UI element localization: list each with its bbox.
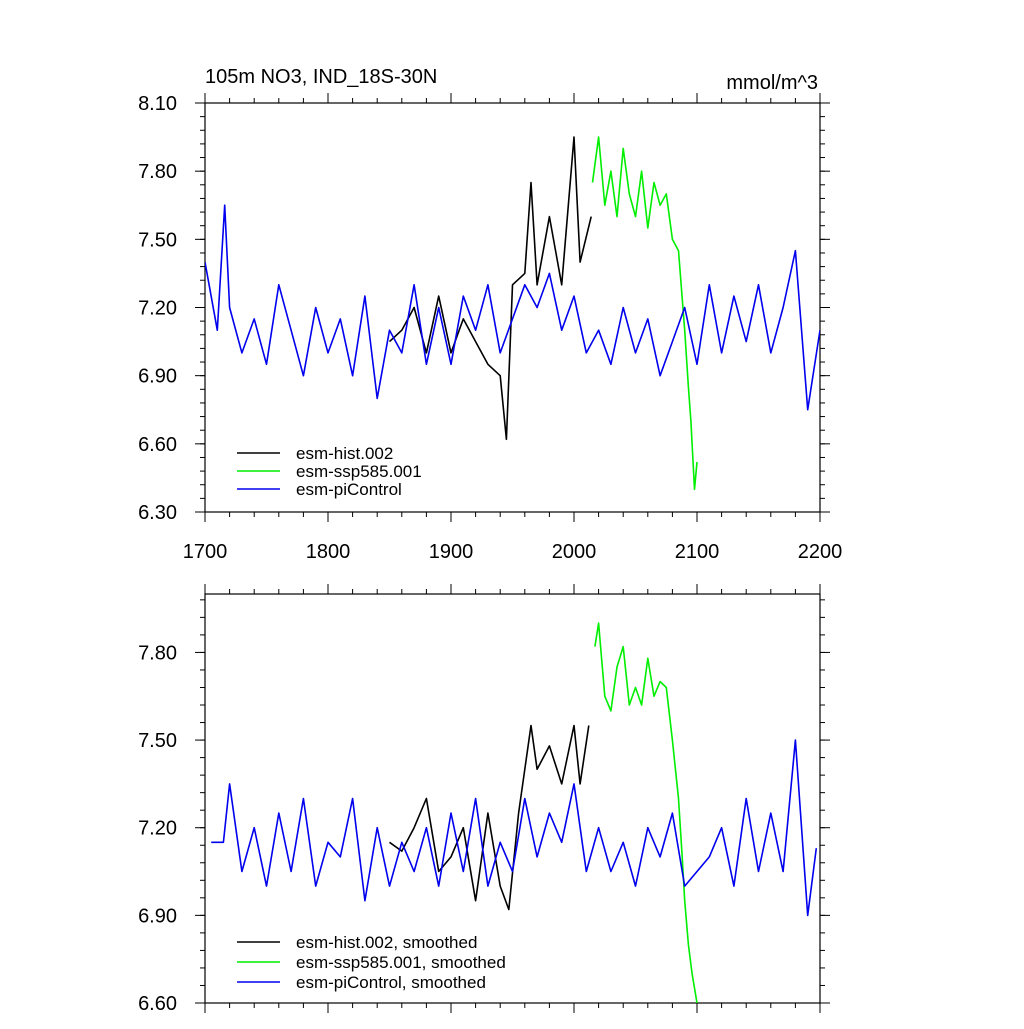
panel2-legend-label: esm-ssp585.001, smoothed [296, 953, 506, 972]
panel1-x-tick-label: 1700 [183, 541, 228, 563]
panel1-x-tick-label: 2000 [552, 541, 597, 563]
panel1-series-line-2 [591, 136, 698, 491]
panel1-x-tick-label: 2100 [675, 541, 720, 563]
panel1-legend-label: esm-hist.002 [296, 444, 393, 463]
panel1-y-tick-label: 7.20 [138, 298, 177, 320]
panel1-series-group [205, 136, 820, 491]
panel2-y-tick-label: 7.20 [138, 818, 177, 840]
panel2-series-line-2 [594, 622, 698, 1003]
panel1-y-tick-label: 8.10 [138, 93, 177, 115]
panel2-legend-label: esm-piControl, smoothed [296, 973, 486, 992]
panel2-y-tick-label: 7.50 [138, 730, 177, 752]
panel2-y-tick-label: 6.60 [138, 993, 177, 1015]
panel1-y-tick-label: 7.50 [138, 229, 177, 251]
panel2-legend-label: esm-hist.002, smoothed [296, 933, 477, 952]
panel2-y-tick-label: 7.80 [138, 642, 177, 664]
panel1-y-tick-label: 6.30 [138, 502, 177, 524]
panel1-title: 105m NO3, IND_18S-30N [205, 66, 437, 88]
panel2-series-line-1 [389, 724, 590, 911]
panel1-units: mmol/m^3 [726, 72, 818, 94]
panel1-legend-label: esm-ssp585.001 [296, 462, 422, 481]
panel1-series-line-1 [388, 136, 592, 441]
panel2-plot-frame [204, 593, 821, 1004]
panel1-y-tick-label: 6.60 [138, 434, 177, 456]
panel1-x-tick-label: 2200 [798, 541, 843, 563]
panel1-x-tick-label: 1900 [429, 541, 474, 563]
panel1-legend-label: esm-piControl [296, 480, 402, 499]
panel1-x-tick-label: 1800 [306, 541, 351, 563]
panel1-y-tick-label: 7.80 [138, 161, 177, 183]
panel1-y-tick-label: 6.90 [138, 366, 177, 388]
panel2-series-group [211, 622, 818, 1003]
panel2-y-tick-label: 6.90 [138, 905, 177, 927]
panel1-series-line-3 [205, 204, 820, 411]
panel2-series-line-3 [211, 739, 818, 917]
